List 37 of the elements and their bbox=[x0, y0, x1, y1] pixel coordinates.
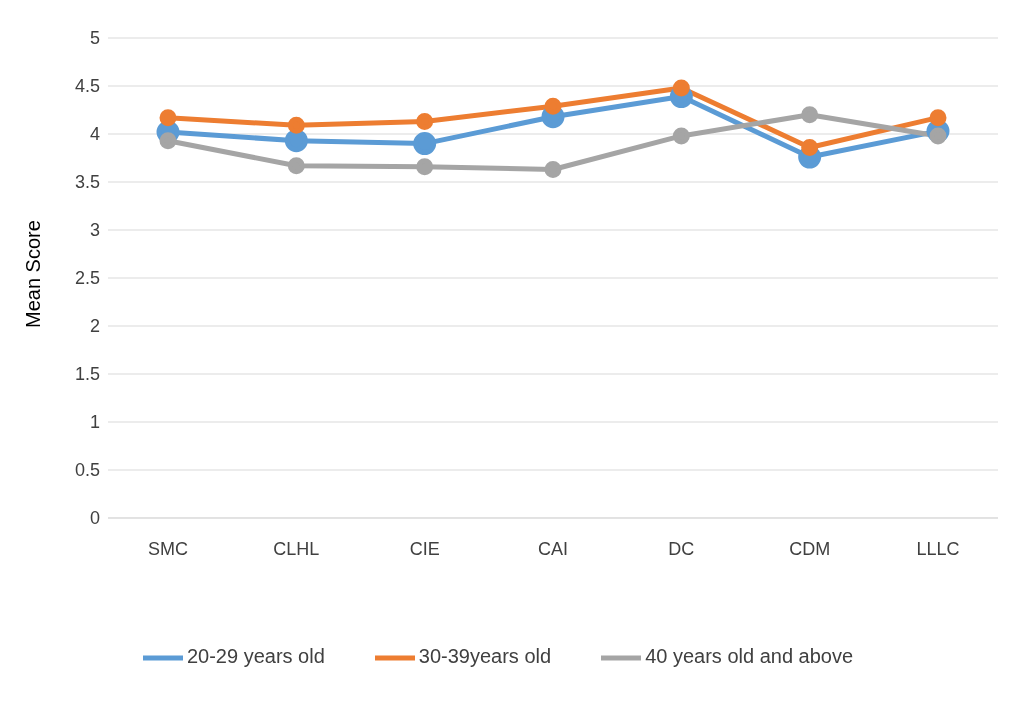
y-tick-label: 3.5 bbox=[74, 172, 100, 193]
point bbox=[416, 113, 434, 131]
y-tick-label: 1 bbox=[89, 412, 100, 433]
point bbox=[287, 157, 305, 175]
point bbox=[544, 161, 562, 179]
y-tick-label: 0 bbox=[89, 508, 100, 529]
point bbox=[413, 132, 437, 156]
point bbox=[159, 109, 177, 127]
legend-label: 40 years old and above bbox=[645, 645, 854, 668]
point bbox=[287, 116, 305, 134]
point bbox=[159, 132, 177, 150]
legend-label: 20-29 years old bbox=[186, 645, 325, 668]
y-axis-title: Mean Score bbox=[22, 220, 45, 328]
x-tick-label: CIE bbox=[409, 538, 440, 559]
x-tick-label: DC bbox=[668, 538, 695, 559]
y-tick-label: 2.5 bbox=[74, 268, 100, 289]
y-tick-label: 0.5 bbox=[74, 460, 100, 481]
y-tick-label: 4.5 bbox=[74, 76, 100, 97]
point bbox=[672, 127, 690, 145]
x-tick-label: CAI bbox=[537, 538, 569, 559]
point bbox=[284, 129, 308, 153]
y-tick-label: 4 bbox=[89, 124, 100, 145]
x-tick-label: LLLC bbox=[916, 538, 960, 559]
x-tick-label: CDM bbox=[789, 538, 831, 559]
x-tick-label: CLHL bbox=[273, 538, 320, 559]
point bbox=[544, 97, 562, 115]
point bbox=[801, 138, 819, 156]
y-tick-label: 5 bbox=[89, 28, 100, 49]
x-tick-label: SMC bbox=[148, 538, 188, 559]
y-tick-label: 1.5 bbox=[74, 364, 100, 385]
legend-label: 30-39years old bbox=[418, 645, 552, 668]
y-tick-label: 3 bbox=[89, 220, 100, 241]
point bbox=[416, 158, 434, 176]
y-tick-label: 2 bbox=[89, 316, 100, 337]
point bbox=[672, 79, 690, 97]
point bbox=[929, 109, 947, 127]
point bbox=[801, 106, 819, 124]
